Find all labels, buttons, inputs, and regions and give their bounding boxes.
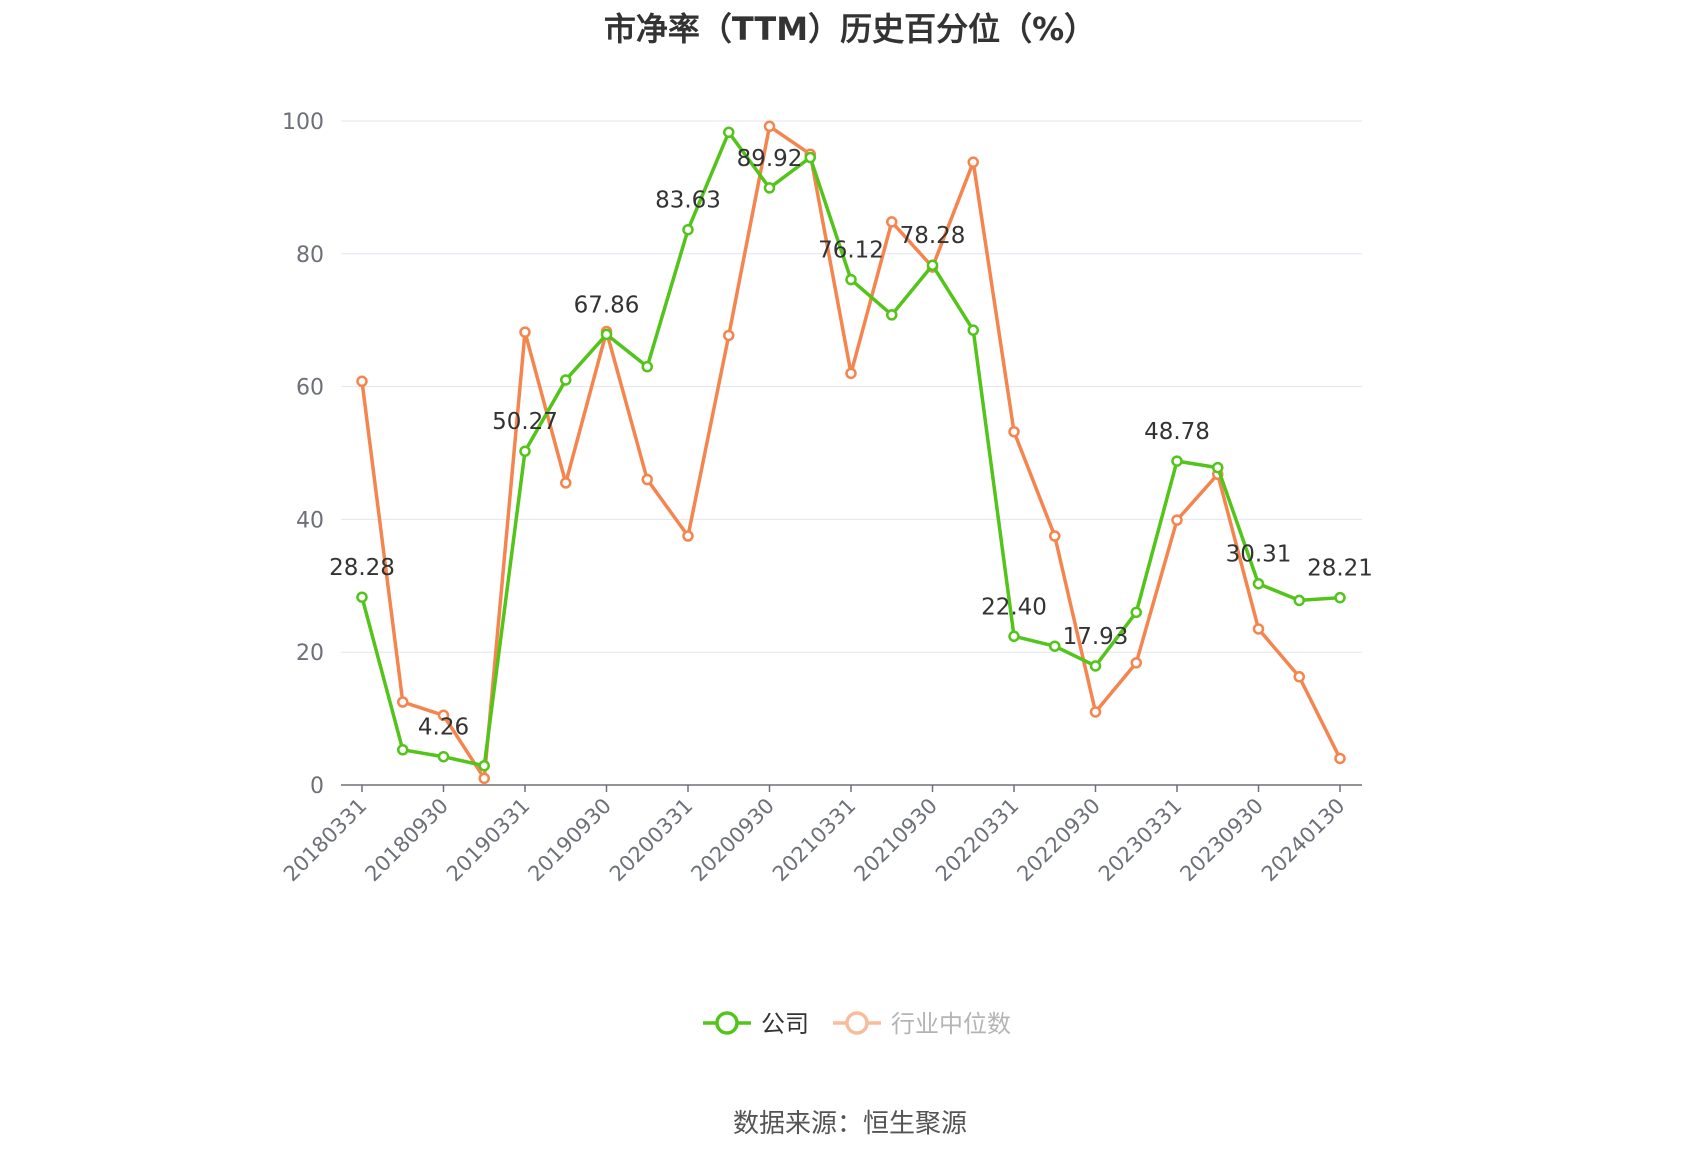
company-data-point — [1008, 630, 1020, 643]
x-tick-label: 20190930 — [523, 794, 616, 887]
data-label: 67.86 — [574, 292, 640, 318]
industry-median-data-point — [1089, 706, 1102, 718]
company-data-point — [519, 445, 531, 457]
y-tick-label: 20 — [296, 641, 324, 666]
company-data-point — [1334, 591, 1346, 604]
company-data-point — [1049, 640, 1061, 652]
legend-label: 公司 — [761, 1010, 809, 1038]
industry-median-data-point — [1334, 752, 1346, 765]
x-tick-label: 20230930 — [1175, 794, 1268, 887]
data-label: 22.40 — [981, 594, 1047, 620]
company-data-point — [763, 182, 776, 194]
company-data-point — [397, 744, 409, 756]
industry-median-data-point — [886, 216, 898, 228]
x-tick-label: 20180331 — [279, 794, 372, 887]
company-data-point — [478, 759, 490, 772]
legend-item-company: 公司 — [703, 1010, 809, 1038]
company-data-point — [967, 324, 979, 336]
x-tick-label: 20180930 — [360, 794, 453, 887]
x-tick-label: 20220930 — [1012, 794, 1105, 887]
industry-median-data-point — [356, 375, 368, 388]
industry-median-data-point — [1049, 530, 1061, 542]
company-data-point — [723, 126, 735, 139]
company-data-point — [845, 273, 857, 286]
data-label: 30.31 — [1226, 542, 1292, 568]
industry-median-data-point — [437, 709, 450, 722]
data-label: 76.12 — [818, 238, 884, 264]
x-tick-label: 20210930 — [849, 794, 942, 887]
data-label: 4.26 — [418, 715, 469, 741]
industry-median-series-line — [360, 124, 1342, 781]
company-series-line — [360, 130, 1341, 768]
industry-median-data-point — [1130, 657, 1142, 669]
data-label: 78.28 — [900, 223, 966, 249]
company-data-point — [682, 223, 694, 236]
legend-label: 行业中位数 — [891, 1010, 1011, 1038]
y-tick-label: 60 — [296, 376, 324, 401]
company-data-point — [600, 328, 613, 341]
x-tick-label: 20240130 — [1257, 794, 1350, 887]
data-label: 83.63 — [655, 188, 721, 214]
x-tick-label: 20200331 — [605, 794, 698, 887]
data-label: 17.93 — [1063, 624, 1129, 650]
company-data-point — [886, 309, 898, 321]
industry-median-data-point — [763, 120, 776, 133]
industry-median-data-point — [1293, 671, 1305, 683]
industry-median-data-point — [845, 367, 857, 380]
industry-median-data-point — [682, 530, 694, 542]
y-tick-label: 0 — [310, 774, 324, 799]
data-label: 89.92 — [737, 146, 803, 172]
x-tick-label: 20220331 — [931, 794, 1024, 887]
industry-median-data-point — [1171, 514, 1183, 526]
industry-median-data-point — [519, 326, 531, 338]
company-data-point — [437, 750, 450, 763]
company-data-point — [1130, 606, 1142, 619]
company-data-point — [1089, 660, 1102, 672]
company-data-point — [641, 360, 653, 373]
company-data-point — [1171, 455, 1183, 467]
chart-title: 市净率（TTM）历史百分位（%） — [603, 10, 1097, 48]
industry-median-data-point — [723, 329, 735, 342]
industry-median-data-point — [641, 473, 653, 486]
data-label: 48.78 — [1144, 419, 1210, 445]
data-source: 数据来源：恒生聚源 — [732, 1109, 967, 1139]
legend-marker-icon — [715, 1011, 739, 1035]
industry-median-data-point — [1252, 623, 1265, 635]
data-label: 50.27 — [492, 409, 558, 435]
company-data-point — [1252, 577, 1265, 590]
company-data-point — [804, 151, 816, 164]
industry-median-data-point — [478, 772, 490, 785]
x-tick-label: 20190331 — [442, 794, 535, 887]
data-label: 28.28 — [329, 555, 395, 581]
company-data-point — [1293, 594, 1305, 607]
industry-median-data-point — [397, 696, 409, 708]
company-data-point — [356, 591, 368, 603]
y-tick-label: 40 — [296, 508, 324, 533]
x-tick-label: 20210331 — [768, 794, 861, 887]
industry-median-data-point — [560, 477, 572, 489]
y-tick-label: 100 — [282, 110, 324, 135]
legend-marker-icon — [845, 1011, 869, 1035]
legend-item-industry-median: 行业中位数 — [833, 1010, 1011, 1038]
industry-median-data-point — [1008, 426, 1020, 438]
company-data-point — [1212, 461, 1224, 474]
data-label: 28.21 — [1307, 556, 1373, 582]
x-tick-label: 20230331 — [1094, 794, 1187, 887]
company-data-point — [560, 374, 572, 386]
x-tick-label: 20200930 — [686, 794, 779, 887]
company-data-point — [926, 259, 939, 271]
industry-median-data-point — [967, 156, 979, 168]
y-tick-label: 80 — [296, 243, 324, 268]
